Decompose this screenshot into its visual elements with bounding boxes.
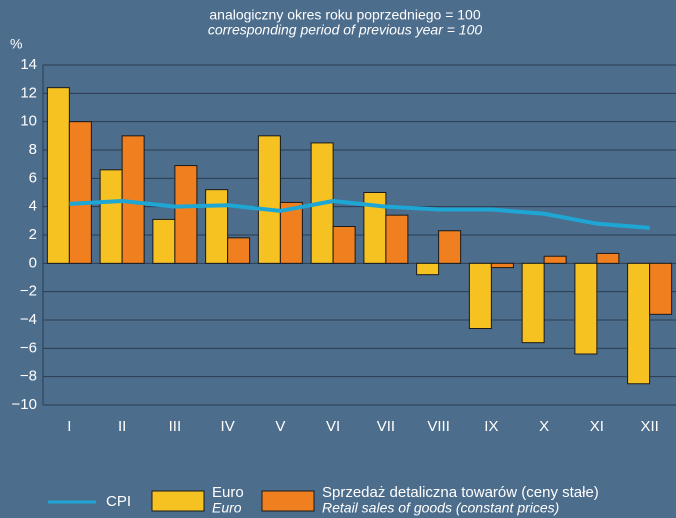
legend-label: Euro bbox=[212, 484, 244, 501]
x-tick-label: VIII bbox=[427, 418, 450, 435]
x-tick-label: XI bbox=[590, 418, 604, 435]
bar bbox=[543, 255, 567, 264]
y-tick-label: −2 bbox=[20, 283, 37, 300]
line bbox=[69, 199, 650, 230]
bar bbox=[99, 169, 123, 264]
y-tick-label: 12 bbox=[20, 84, 37, 101]
x-tick-label: III bbox=[169, 418, 182, 435]
bar bbox=[574, 262, 598, 355]
y-tick-label: 4 bbox=[29, 198, 37, 215]
legend-swatch bbox=[261, 490, 315, 512]
chart-title: analogiczny okres roku poprzedniego = 10… bbox=[209, 7, 480, 23]
chart-subtitle: corresponding period of previous year = … bbox=[208, 22, 483, 38]
legend-label: Retail sales of goods (constant prices) bbox=[322, 500, 559, 516]
x-tick-label: V bbox=[275, 418, 285, 435]
bar bbox=[227, 237, 251, 264]
bar bbox=[152, 218, 176, 264]
y-tick-label: −4 bbox=[20, 311, 37, 328]
bar bbox=[279, 201, 303, 264]
y-tick-label: 14 bbox=[20, 56, 37, 73]
bar bbox=[490, 262, 514, 269]
legend-label: CPI bbox=[106, 493, 131, 510]
legend-swatch bbox=[151, 490, 205, 512]
y-axis-label: % bbox=[10, 36, 22, 52]
bar bbox=[468, 262, 492, 330]
bar bbox=[68, 121, 92, 264]
y-tick-label: −10 bbox=[12, 396, 37, 413]
y-tick-label: 10 bbox=[20, 113, 37, 130]
x-tick-label: I bbox=[67, 418, 71, 435]
y-tick-label: 2 bbox=[29, 226, 37, 243]
bar bbox=[332, 226, 356, 264]
y-tick-label: 0 bbox=[29, 254, 37, 271]
x-tick-label: IX bbox=[484, 418, 498, 435]
bar bbox=[46, 87, 70, 264]
legend-label: Sprzedaż detaliczna towarów (ceny stałe) bbox=[322, 484, 599, 501]
bar bbox=[521, 262, 545, 344]
y-tick-label: 8 bbox=[29, 141, 37, 158]
x-tick-label: X bbox=[539, 418, 549, 435]
bar bbox=[649, 262, 673, 315]
y-tick-label: 6 bbox=[29, 169, 37, 186]
bar bbox=[385, 214, 409, 264]
x-tick-label: XII bbox=[640, 418, 658, 435]
bar bbox=[257, 135, 281, 264]
x-tick-label: II bbox=[118, 418, 126, 435]
bar bbox=[438, 230, 462, 264]
x-tick-label: VII bbox=[377, 418, 395, 435]
y-tick-label: −8 bbox=[20, 368, 37, 385]
x-tick-label: IV bbox=[221, 418, 235, 435]
x-tick-label: VI bbox=[326, 418, 340, 435]
bar bbox=[416, 262, 440, 276]
bar bbox=[205, 189, 229, 264]
bar bbox=[596, 252, 620, 264]
legend-label: Euro bbox=[212, 500, 242, 516]
bar bbox=[174, 165, 198, 264]
bar bbox=[627, 262, 651, 385]
y-tick-label: −6 bbox=[20, 339, 37, 356]
